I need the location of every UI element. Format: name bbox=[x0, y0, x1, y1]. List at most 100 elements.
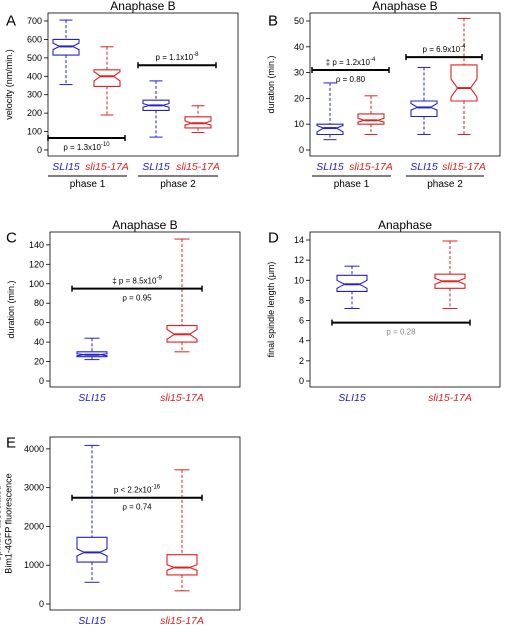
box-sli15-17a bbox=[434, 240, 466, 309]
panel-e: E 0 1000 2000 3000 4000 Spindle-associatedBim1… bbox=[0, 434, 241, 625]
panel-b: B Anaphase B 0 10 20 30 40 50 duration (min.) SLI… bbox=[266, 0, 501, 190]
y-tick-label: 100 bbox=[29, 279, 44, 289]
panel-d: D Anaphase 0 2 4 6 8 10 12 14 final spindle length… bbox=[266, 218, 501, 404]
y-tick-label: 60 bbox=[34, 318, 44, 328]
box-sli15-17a bbox=[166, 469, 198, 592]
y-axis-label: final spindle length (μm) bbox=[266, 262, 276, 358]
panel-letter: E bbox=[6, 434, 16, 451]
chart-title: Anaphase bbox=[378, 218, 432, 232]
y-tick-label: 500 bbox=[27, 53, 42, 63]
p-value-text: p = 0.28 bbox=[386, 328, 416, 337]
y-tick-label: 10 bbox=[294, 119, 304, 129]
chart-title: Anaphase B bbox=[110, 0, 175, 13]
box-body bbox=[450, 64, 478, 102]
significance-annotation: p = 1.3x10-10 bbox=[47, 135, 126, 152]
plot-frame bbox=[309, 12, 501, 157]
plot-frame bbox=[309, 231, 501, 388]
y-tick-label: 700 bbox=[27, 16, 42, 26]
x-category-label: sli15-17A bbox=[85, 161, 129, 173]
p-value-text: ρ = 0.74 bbox=[122, 503, 152, 512]
panel-letter: B bbox=[268, 12, 278, 29]
y-tick-label: 6 bbox=[299, 316, 304, 326]
p-value-text: p = 1.1x10-8 bbox=[156, 52, 200, 62]
y-tick-label: 50 bbox=[294, 16, 304, 26]
y-tick-label: 40 bbox=[294, 42, 304, 52]
box-sli15-17a bbox=[184, 105, 212, 133]
x-category-label: SLI15 bbox=[410, 161, 438, 173]
y-axis-label: duration (min.) bbox=[266, 55, 276, 113]
x-category-label: SLI15 bbox=[316, 161, 344, 173]
y-tick-label: 30 bbox=[294, 68, 304, 78]
box-body bbox=[316, 123, 344, 136]
p-value-text: p = 1.3x10-10 bbox=[63, 142, 110, 152]
y-axis-label: Spindle-associatedBim1-4GFP fluorescence bbox=[0, 473, 14, 573]
box-body bbox=[410, 100, 438, 118]
significance-annotation: p = 1.1x10-8 bbox=[137, 52, 217, 69]
significance-annotation: p < 2.2x10-16 ρ = 0.74 bbox=[71, 485, 203, 512]
x-category-label: SLI15 bbox=[142, 161, 170, 173]
plot-frame bbox=[47, 12, 239, 157]
box-body bbox=[76, 536, 108, 563]
panel-letter: D bbox=[268, 229, 279, 246]
y-axis-label: duration (min.) bbox=[6, 280, 16, 338]
y-tick-label: 12 bbox=[294, 255, 304, 265]
y-tick-label: 0 bbox=[37, 145, 42, 155]
box-sli15 bbox=[76, 444, 108, 583]
y-tick-label: 140 bbox=[29, 240, 44, 250]
box-body bbox=[357, 113, 385, 125]
box-sli15 bbox=[336, 265, 368, 309]
box-sli15 bbox=[410, 66, 438, 136]
y-tick-label: 80 bbox=[34, 298, 44, 308]
phase-label: phase 1 bbox=[70, 179, 106, 190]
box-sli15 bbox=[316, 82, 344, 141]
significance-annotation: p = 6.9x10-4 bbox=[405, 44, 483, 61]
phase-label: phase 2 bbox=[160, 179, 196, 190]
x-category-label: SLI15 bbox=[338, 392, 366, 404]
y-tick-label: 8 bbox=[299, 295, 304, 305]
x-category-label: sli15-17A bbox=[349, 161, 393, 173]
significance-annotation: p = 0.28 bbox=[331, 319, 471, 337]
chart-title: Anaphase B bbox=[112, 218, 177, 232]
box-sli15 bbox=[76, 337, 108, 361]
box-sli15-17a bbox=[357, 95, 385, 136]
y-tick-label: 1000 bbox=[24, 560, 44, 570]
x-category-label: sli15-17A bbox=[176, 161, 220, 173]
y-tick-label: 120 bbox=[29, 259, 44, 269]
x-category-label: sli15-17A bbox=[160, 392, 204, 404]
plot-frame bbox=[49, 231, 241, 388]
box-sli15-17a bbox=[166, 238, 198, 353]
panel-letter: C bbox=[6, 229, 17, 246]
y-tick-label: 200 bbox=[27, 108, 42, 118]
phase-label: phase 1 bbox=[334, 179, 370, 190]
y-tick-label: 300 bbox=[27, 90, 42, 100]
y-tick-label: 40 bbox=[34, 337, 44, 347]
x-category-label: SLI15 bbox=[52, 161, 80, 173]
p-value-text: ρ = 0.80 bbox=[336, 75, 366, 84]
y-tick-label: 20 bbox=[34, 357, 44, 367]
box-body bbox=[93, 69, 121, 87]
x-category-label: sli15-17A bbox=[160, 615, 204, 625]
x-category-label: SLI15 bbox=[78, 392, 106, 404]
y-tick-label: 0 bbox=[299, 145, 304, 155]
significance-annotation: ‡ p = 1.2x10-4 ρ = 0.80 bbox=[311, 57, 390, 84]
p-value-text: ‡ p = 1.2x10-4 bbox=[326, 57, 376, 67]
p-value-text: ‡ p = 8.5x10-9 bbox=[112, 276, 162, 286]
y-tick-label: 0 bbox=[39, 599, 44, 609]
y-tick-label: 400 bbox=[27, 71, 42, 81]
box-sli15-17a bbox=[93, 46, 121, 116]
x-category-label: sli15-17A bbox=[428, 392, 472, 404]
y-tick-label: 0 bbox=[299, 376, 304, 386]
box-sli15 bbox=[142, 80, 170, 138]
y-tick-label: 14 bbox=[294, 235, 304, 245]
panel-a: A Anaphase B 0 100 200 300 400 500 600 700 velocit… bbox=[4, 0, 239, 190]
y-tick-label: 4 bbox=[299, 336, 304, 346]
p-value-text: ρ = 0.95 bbox=[122, 294, 152, 303]
y-tick-label: 2000 bbox=[24, 521, 44, 531]
y-tick-label: 4000 bbox=[24, 444, 44, 454]
x-category-label: SLI15 bbox=[78, 615, 106, 625]
x-category-label: sli15-17A bbox=[442, 161, 486, 173]
box-sli15-17a bbox=[450, 17, 478, 136]
significance-annotation: ‡ p = 8.5x10-9 ρ = 0.95 bbox=[71, 276, 203, 303]
panel-c: C Anaphase B 0 20 40 60 80 100 120 140 duration (m… bbox=[6, 218, 241, 404]
